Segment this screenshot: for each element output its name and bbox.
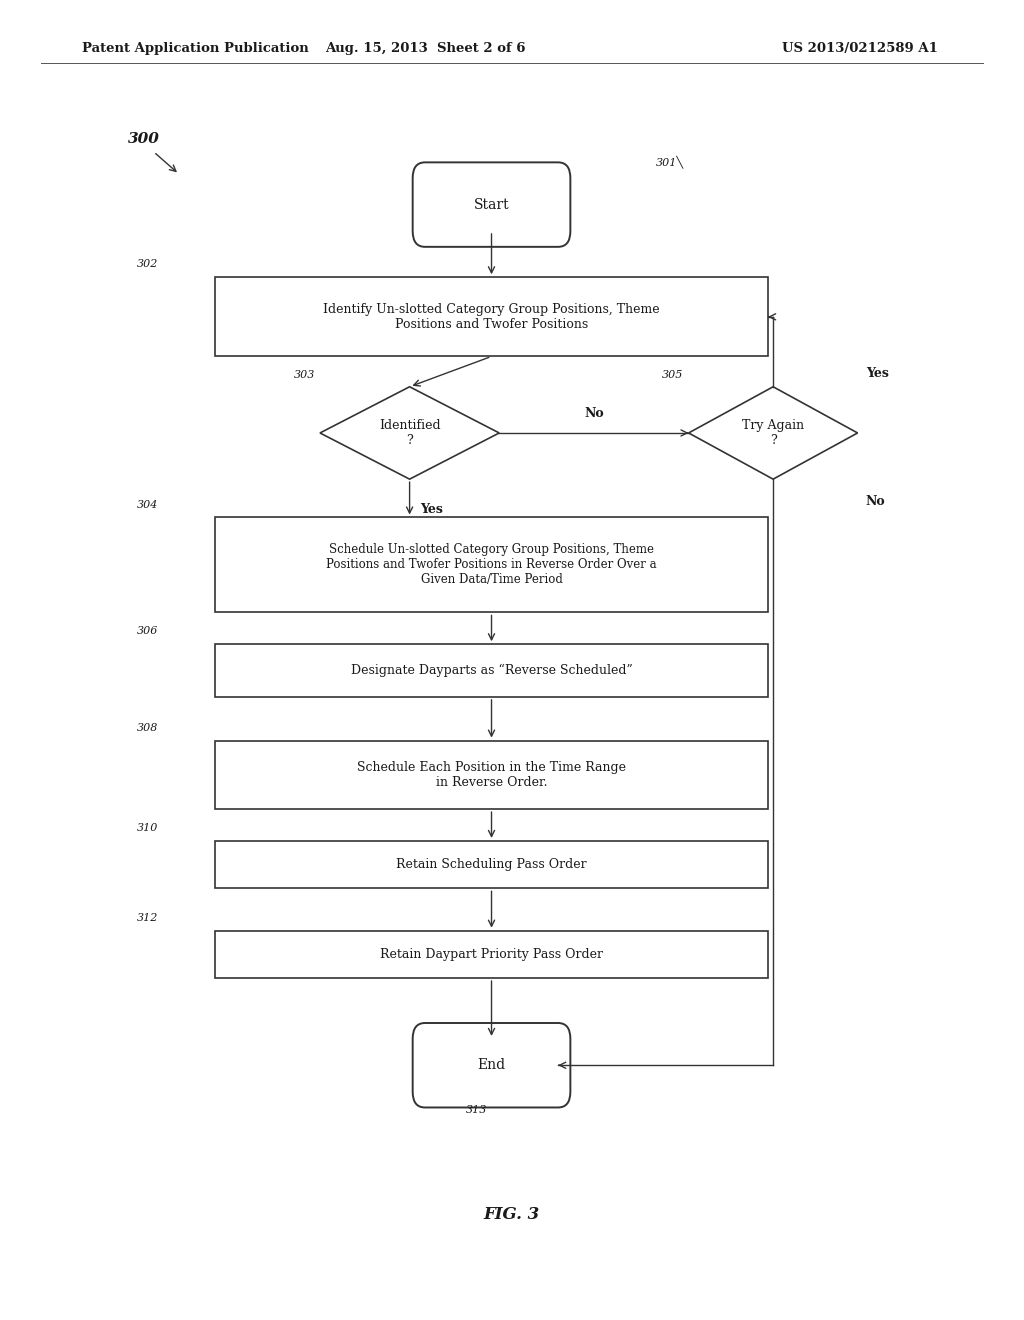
- Text: Yes: Yes: [420, 503, 442, 516]
- Text: US 2013/0212589 A1: US 2013/0212589 A1: [782, 42, 938, 54]
- Bar: [215, 277, 768, 356]
- Text: FIG. 3: FIG. 3: [484, 1206, 540, 1222]
- Text: Identified
?: Identified ?: [379, 418, 440, 447]
- Text: 313: 313: [466, 1105, 487, 1115]
- Text: 304: 304: [137, 499, 159, 510]
- Text: 308: 308: [137, 722, 159, 733]
- FancyBboxPatch shape: [413, 162, 570, 247]
- Bar: [215, 931, 768, 978]
- Text: 312: 312: [137, 912, 159, 923]
- Bar: [215, 517, 768, 612]
- Text: 300: 300: [128, 132, 160, 145]
- Text: 302: 302: [137, 259, 159, 269]
- Text: 301╲: 301╲: [655, 154, 683, 168]
- Text: 305: 305: [663, 370, 684, 380]
- Text: Aug. 15, 2013  Sheet 2 of 6: Aug. 15, 2013 Sheet 2 of 6: [325, 42, 525, 54]
- Text: 306: 306: [137, 626, 159, 636]
- Text: Schedule Each Position in the Time Range
in Reverse Order.: Schedule Each Position in the Time Range…: [357, 760, 626, 789]
- Text: No: No: [866, 495, 886, 508]
- Text: Retain Daypart Priority Pass Order: Retain Daypart Priority Pass Order: [380, 948, 603, 961]
- Text: Retain Scheduling Pass Order: Retain Scheduling Pass Order: [396, 858, 587, 871]
- Polygon shape: [319, 387, 500, 479]
- Text: 303: 303: [294, 370, 315, 380]
- Bar: [215, 841, 768, 888]
- Text: Try Again
?: Try Again ?: [742, 418, 804, 447]
- Text: Designate Dayparts as “Reverse Scheduled”: Designate Dayparts as “Reverse Scheduled…: [350, 664, 633, 677]
- Text: End: End: [477, 1059, 506, 1072]
- Text: Identify Un-slotted Category Group Positions, Theme
Positions and Twofer Positio: Identify Un-slotted Category Group Posit…: [324, 302, 659, 331]
- Text: Schedule Un-slotted Category Group Positions, Theme
Positions and Twofer Positio: Schedule Un-slotted Category Group Posit…: [327, 544, 656, 586]
- Text: Patent Application Publication: Patent Application Publication: [82, 42, 308, 54]
- Text: Start: Start: [474, 198, 509, 211]
- Bar: [215, 644, 768, 697]
- FancyBboxPatch shape: [413, 1023, 570, 1107]
- Bar: [215, 741, 768, 809]
- Text: 310: 310: [137, 822, 159, 833]
- Polygon shape: [688, 387, 858, 479]
- Text: Yes: Yes: [866, 367, 889, 380]
- Text: No: No: [584, 407, 604, 420]
